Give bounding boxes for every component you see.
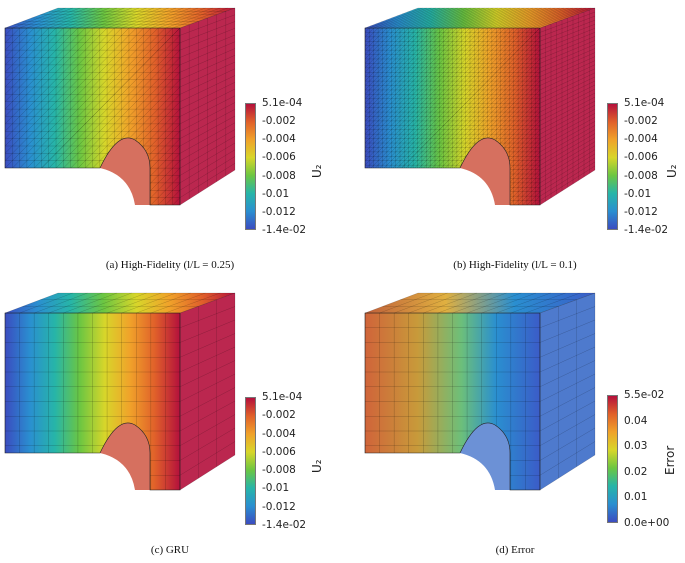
colorbar-tick-label: 0.03 xyxy=(624,440,648,453)
colorbar-tick-label: -1.4e-02 xyxy=(624,224,669,236)
top-mesh-lines xyxy=(364,7,596,29)
colorbar-tick-label: -0.004 xyxy=(262,133,296,146)
top-face xyxy=(5,8,235,28)
top-face xyxy=(365,293,595,313)
front-face xyxy=(5,28,180,205)
panel-b-mesh-plot xyxy=(364,7,596,206)
colorbar-tick-label: -0.002 xyxy=(262,115,296,128)
panel-a-caption: (a) High-Fidelity (l/L = 0.25) xyxy=(105,259,235,271)
colorbar-tick-label: 5.1e-04 xyxy=(624,97,665,109)
top-mesh-lines xyxy=(4,7,236,29)
side-face xyxy=(540,8,595,205)
panel-b: 5.1e-04 -0.002 -0.004 -0.006 -0.008 -0.01 -0.0… xyxy=(345,0,685,280)
panel-c-caption: (c) GRU xyxy=(150,544,190,556)
panel-b-colorbar-label: U₂ xyxy=(665,164,679,178)
panel-a-colorbar-label: U₂ xyxy=(310,164,324,178)
notch-face xyxy=(460,137,510,205)
panel-a-mesh-plot xyxy=(4,7,236,206)
side-face xyxy=(180,8,235,205)
panel-c-colorbar-label: U₂ xyxy=(310,459,324,473)
colorbar-tick-label: 0.02 xyxy=(624,465,648,478)
colorbar-tick-label: -0.008 xyxy=(262,169,296,182)
colorbar-tick-label: 5.1e-04 xyxy=(262,97,303,109)
colorbar-tick-label: -0.01 xyxy=(624,187,652,200)
side-mesh-lines xyxy=(539,292,596,491)
colorbar-tick-label: 5.5e-02 xyxy=(624,389,665,401)
panel-a: 5.1e-04 -0.002 -0.004 -0.006 -0.008 -0.01 -0.0… xyxy=(0,0,340,280)
panel-d-caption: (d) Error xyxy=(495,544,535,556)
mesh-lines xyxy=(365,28,540,205)
panel-a-colorbar xyxy=(245,103,256,230)
panel-d-mesh-plot xyxy=(364,292,596,491)
colorbar-tick-label: 0.04 xyxy=(624,414,648,427)
colorbar-tick-label: -1.4e-02 xyxy=(262,519,307,531)
colorbar-tick-label: 5.1e-04 xyxy=(262,391,303,403)
front-edge xyxy=(364,27,541,206)
colorbar-tick-label: -1.4e-02 xyxy=(262,224,307,236)
colorbar-tick-label: -0.012 xyxy=(262,205,296,218)
front-face xyxy=(365,313,540,490)
side-face xyxy=(540,293,595,490)
front-face xyxy=(365,28,540,205)
colorbar-tick-label: 0.01 xyxy=(624,491,648,504)
panel-c: 5.1e-04 -0.002 -0.004 -0.006 -0.008 -0.01 -0.0… xyxy=(0,285,340,563)
colorbar-tick-label: -0.004 xyxy=(262,427,296,440)
front-edge xyxy=(4,27,181,206)
front-edge xyxy=(4,312,181,491)
front-edge xyxy=(364,312,541,491)
panel-b-colorbar xyxy=(607,103,618,230)
front-face xyxy=(5,313,180,490)
notch-face xyxy=(100,422,150,490)
panel-d: 5.5e-02 0.04 0.03 0.02 0.01 0.0e+00 Error (d)… xyxy=(345,285,685,563)
colorbar-tick-label: -0.008 xyxy=(262,464,296,477)
colorbar-tick-label: -0.006 xyxy=(262,445,296,458)
mesh-lines xyxy=(365,313,540,490)
colorbar-tick-label: 0.0e+00 xyxy=(624,517,670,529)
panel-b-caption: (b) High-Fidelity (l/L = 0.1) xyxy=(453,259,577,271)
top-face xyxy=(365,8,595,28)
panel-d-colorbar-label: Error xyxy=(663,445,677,475)
side-face xyxy=(180,293,235,490)
panel-c-colorbar xyxy=(245,397,256,525)
colorbar-tick-label: -0.004 xyxy=(624,133,658,146)
colorbar-tick-label: -0.002 xyxy=(624,115,658,128)
colorbar-tick-label: -0.01 xyxy=(262,482,290,495)
top-face xyxy=(5,293,235,313)
colorbar-tick-label: -0.008 xyxy=(624,169,658,182)
colorbar-tick-label: -0.006 xyxy=(624,151,658,164)
notch-face xyxy=(100,137,150,205)
panel-d-colorbar xyxy=(607,395,618,523)
colorbar-tick-label: -0.012 xyxy=(262,500,296,513)
colorbar-tick-label: -0.002 xyxy=(262,409,296,422)
colorbar-tick-label: -0.01 xyxy=(262,187,290,200)
colorbar-tick-label: -0.006 xyxy=(262,151,296,164)
notch-face xyxy=(460,422,510,490)
colorbar-tick-label: -0.012 xyxy=(624,205,658,218)
panel-c-mesh-plot xyxy=(4,292,236,491)
